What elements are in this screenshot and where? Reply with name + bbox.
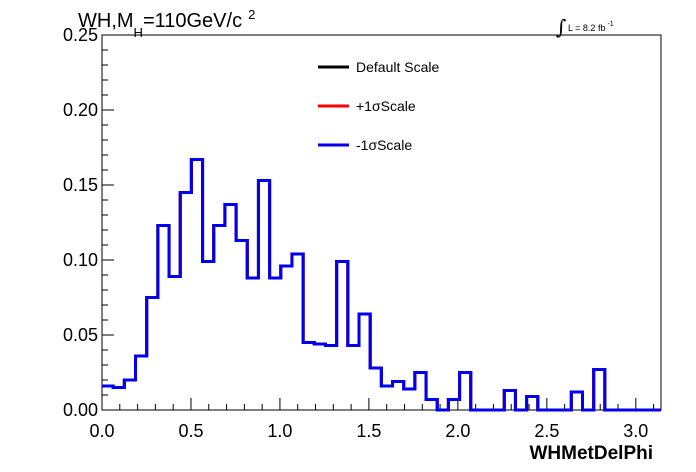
legend-label-plus: +1σScale xyxy=(356,98,416,114)
series-line-2 xyxy=(102,158,661,412)
x-axis-title: WHMetDelPhi xyxy=(530,443,654,464)
legend-label-default: Default Scale xyxy=(356,59,439,75)
x-tick-label: 0.5 xyxy=(178,421,203,441)
y-tick-label: 0.20 xyxy=(63,100,98,120)
x-tick-label: 1.0 xyxy=(267,421,292,441)
series-group xyxy=(102,158,661,412)
lumi-integral-sign: ∫ xyxy=(556,15,566,39)
y-tick-label: 0.15 xyxy=(63,175,98,195)
y-tick-label: 0.00 xyxy=(63,400,98,420)
legend-label-minus: -1σScale xyxy=(356,137,412,153)
plot-frame xyxy=(101,34,662,411)
x-tick-label: 0.0 xyxy=(89,421,114,441)
x-tick-label: 1.5 xyxy=(356,421,381,441)
y-tick-label: 0.10 xyxy=(63,250,98,270)
legend: Default Scale +1σScale -1σScale xyxy=(318,59,439,153)
x-tick-label: 2.0 xyxy=(445,421,470,441)
x-tick-label: 2.5 xyxy=(534,421,559,441)
x-tick-label: 3.0 xyxy=(623,421,648,441)
plot-title: WH,MH=110GeV/c 2 xyxy=(78,7,255,40)
lumi-label: L = 8.2 fb -1 xyxy=(568,21,614,33)
y-tick-label: 0.25 xyxy=(63,25,98,45)
y-tick-label: 0.05 xyxy=(63,325,98,345)
axes: 0.00 0.05 0.10 0.15 0.20 0.25 0.0 0.5 1.0 1.5 2.0 2… xyxy=(63,25,655,441)
